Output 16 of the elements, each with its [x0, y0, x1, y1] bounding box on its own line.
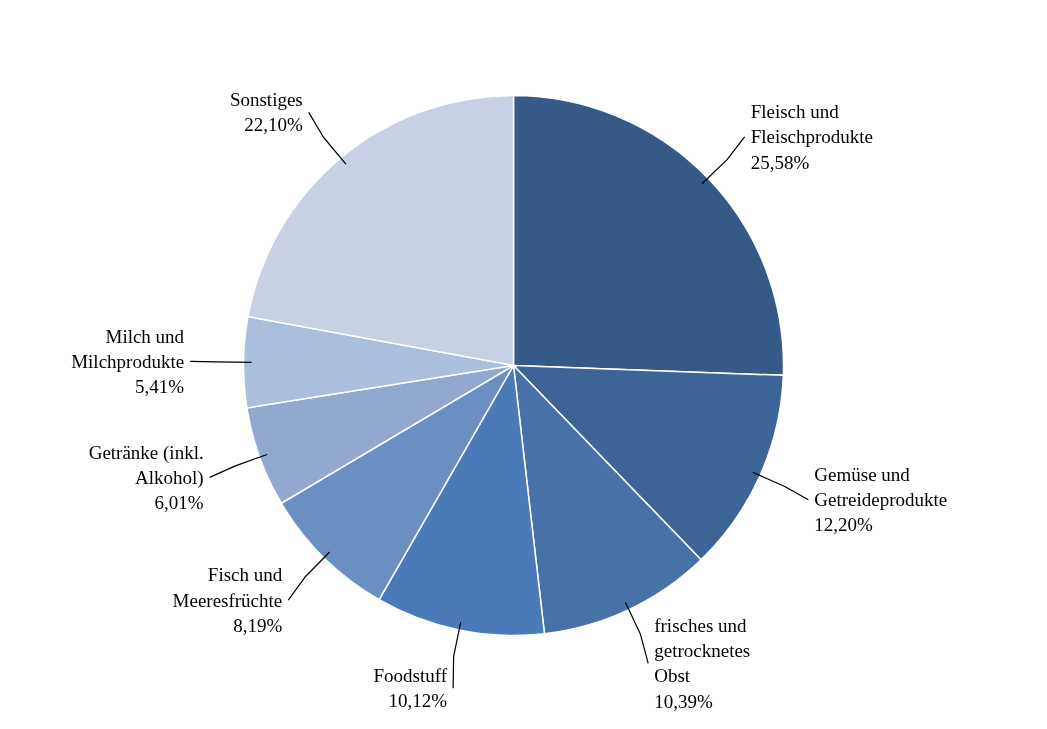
data-label: 25,58%	[750, 151, 810, 173]
slice-label: Fisch und Meeresfrüchte	[172, 564, 283, 611]
data-label: 12,20%	[814, 514, 874, 536]
slice-label: Getränke (inkl. Alkohol)	[88, 441, 204, 489]
slice-label: Gemüse und Getreideprodukte	[814, 464, 948, 511]
data-label: 6,01%	[154, 492, 204, 514]
data-label: 22,10%	[244, 114, 303, 136]
slice-label: Sonstiges	[229, 89, 303, 111]
slice-label: Foodstuff	[373, 665, 448, 687]
slice-label: frisches und getrocknetes Obst	[654, 615, 751, 687]
data-label: 10,12%	[388, 690, 448, 712]
data-label: 10,39%	[654, 690, 713, 712]
slice-label: Fleisch und Fleischprodukte	[750, 101, 874, 148]
data-label: 8,19%	[233, 614, 283, 636]
slice-label: Milch und Milchprodukte	[71, 325, 185, 372]
data-label: 5,41%	[135, 376, 185, 398]
